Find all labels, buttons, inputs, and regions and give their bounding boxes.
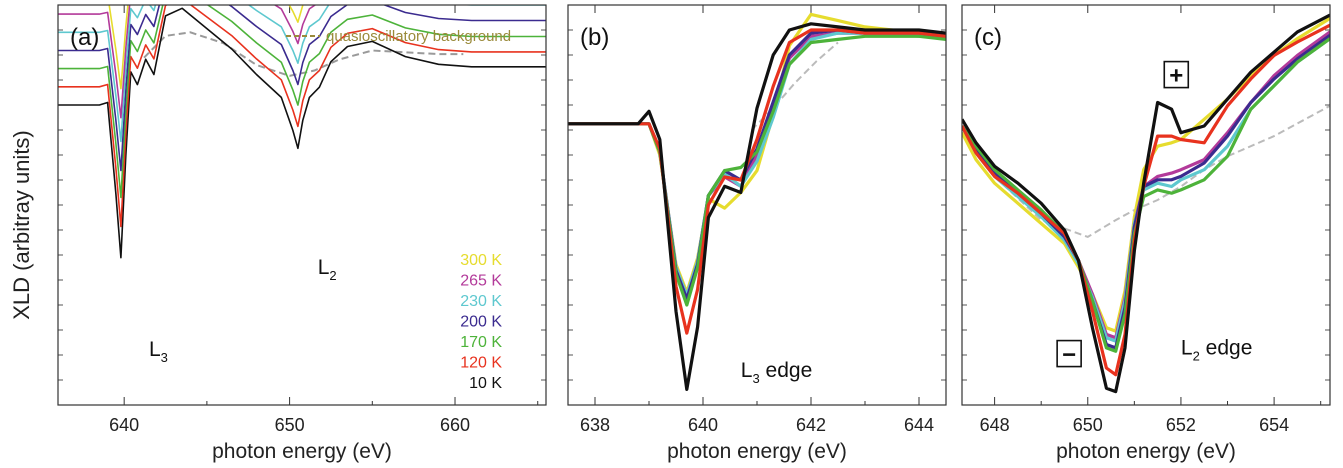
- x-tick-label: 644: [904, 415, 934, 435]
- edge-label: L3: [149, 338, 168, 365]
- legend-entry: 10 K: [469, 375, 502, 392]
- series-line: [568, 28, 946, 335]
- edge-label: L2: [318, 256, 337, 283]
- plot-area: [58, 5, 546, 259]
- series-line: [568, 31, 946, 298]
- x-tick-label: 652: [1166, 415, 1196, 435]
- x-axis-label: photon energy (eV): [1056, 440, 1236, 463]
- legend-entry: 265 K: [460, 273, 502, 290]
- edge-label: L2 edge: [1181, 337, 1252, 364]
- plot-area: [568, 12, 946, 391]
- legend-entry: 170 K: [460, 334, 502, 351]
- series-line: [58, 5, 546, 172]
- y-axis-label: XLD (arbitray units): [9, 130, 34, 320]
- x-axis-label: photon energy (eV): [667, 440, 847, 463]
- marker-box: [1163, 60, 1190, 89]
- background-line: [143, 31, 464, 77]
- plot-area: [962, 13, 1330, 394]
- panel-b: 638 640 642 644 photon energy (eV) (b) L3 edge: [567, 4, 947, 463]
- panel-label: (b): [580, 24, 609, 51]
- series-line: [568, 22, 946, 391]
- series-line: [58, 5, 546, 228]
- legend-entry: 120 K: [460, 355, 502, 372]
- legend-entry: 300 K: [460, 252, 502, 269]
- panel-label: (c): [974, 24, 1002, 51]
- background-line: [750, 41, 839, 131]
- series-line: [108, 5, 304, 90]
- series-line: [58, 5, 546, 143]
- series-line: [58, 7, 546, 259]
- x-tick-label: 650: [1073, 415, 1103, 435]
- x-tick-label: 660: [440, 415, 470, 435]
- panel-a: 640 650 660 photon energy (eV) (a) L3 L2 quasio…: [57, 4, 547, 463]
- edge-label: L3 edge: [741, 359, 812, 386]
- plot-frame: [57, 4, 547, 406]
- x-tick-label: 640: [109, 415, 139, 435]
- marker-label: +: [1169, 63, 1183, 90]
- series-line: [568, 28, 946, 301]
- x-tick-label: 638: [580, 415, 610, 435]
- marker-label: −: [1062, 342, 1076, 369]
- x-tick-label: 654: [1259, 415, 1289, 435]
- x-tick-label: 642: [796, 415, 826, 435]
- legend-entry: 200 K: [460, 314, 502, 331]
- panel-c: 648 650 652 654 photon energy (eV) (c) L2 edge…: [961, 4, 1331, 463]
- panel-label: (a): [70, 24, 99, 51]
- series-line: [568, 31, 946, 298]
- x-tick-label: 640: [688, 415, 718, 435]
- marker-box: [1056, 339, 1082, 368]
- legend-entry: 230 K: [460, 293, 502, 310]
- series-line: [58, 5, 317, 119]
- reference-legend-label: quasioscillatory background: [326, 28, 511, 45]
- x-tick-label: 648: [980, 415, 1010, 435]
- plot-frame: [961, 4, 1331, 406]
- series-line: [962, 13, 1330, 394]
- plot-frame: [567, 4, 947, 406]
- x-axis-label: photon energy (eV): [212, 440, 392, 463]
- series-line: [58, 5, 546, 199]
- x-tick-label: 650: [275, 415, 305, 435]
- background-line: [962, 104, 1330, 239]
